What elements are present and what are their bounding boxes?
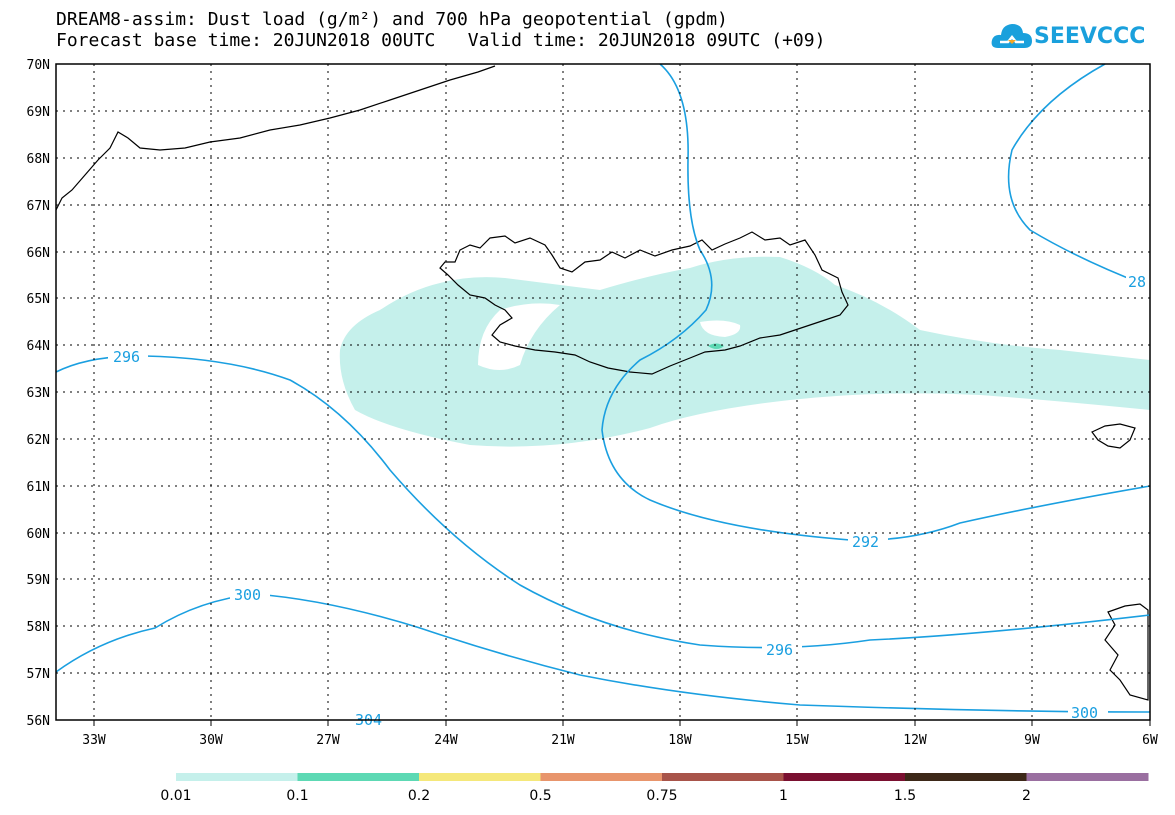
- legend-swatch: [662, 773, 784, 781]
- lat-label: 56N: [27, 714, 50, 729]
- legend-swatch: [176, 773, 298, 781]
- lat-label: 63N: [27, 386, 50, 401]
- coastlines: [55, 65, 1149, 701]
- contour-label-bg: [848, 532, 888, 550]
- contour-label-bg: [762, 640, 802, 658]
- lat-label: 65N: [27, 292, 50, 307]
- lon-label: 6W: [1142, 733, 1158, 748]
- contour-label-bg: [1068, 703, 1108, 721]
- lon-label: 27W: [316, 733, 340, 748]
- geopotential-contours: [55, 63, 1151, 713]
- legend-swatch: [1026, 773, 1149, 781]
- legend-swatch: [783, 773, 906, 781]
- lat-label: 68N: [27, 152, 50, 167]
- dust-legend: 0.01 0.1 0.2 0.5 0.75 1 1.5 2: [160, 773, 1149, 804]
- lon-label: 15W: [785, 733, 809, 748]
- lon-label: 9W: [1024, 733, 1040, 748]
- contour-label-bg: [230, 585, 270, 603]
- legend-swatch: [419, 773, 541, 781]
- contour-300: [55, 593, 1151, 713]
- lat-label: 69N: [27, 105, 50, 120]
- dust-region-main: [339, 256, 1151, 447]
- lat-label: 64N: [27, 339, 50, 354]
- lat-label: 70N: [27, 58, 50, 73]
- contour-label: 296: [766, 641, 793, 659]
- legend-label: 0.01: [160, 788, 191, 804]
- dust-high-spot: [708, 343, 724, 349]
- lat-label: 61N: [27, 480, 50, 495]
- contour-label: 300: [1071, 704, 1098, 722]
- lat-label: 62N: [27, 433, 50, 448]
- lat-label: 67N: [27, 199, 50, 214]
- legend-label: 1: [779, 788, 788, 804]
- lon-label: 12W: [903, 733, 927, 748]
- contour-292: [601, 63, 1151, 541]
- legend-label: 0.5: [529, 788, 551, 804]
- lon-labels: 33W 30W 27W 24W 21W 18W 15W 12W 9W 6W: [82, 733, 1158, 748]
- legend-label: 0.75: [646, 788, 677, 804]
- map-frame: [55, 63, 1151, 721]
- greenland-coast: [55, 65, 496, 211]
- lat-label: 60N: [27, 527, 50, 542]
- legend-label: 0.1: [286, 788, 308, 804]
- scotland-coast: [1104, 603, 1149, 701]
- legend-swatch: [297, 773, 420, 781]
- legend-swatch: [540, 773, 663, 781]
- seevccc-logo: SEEVCCC: [990, 18, 1170, 58]
- dust-area: [339, 256, 1151, 447]
- contour-labels: 296 292 28 300 296 300 304: [108, 272, 1150, 729]
- chart-title: DREAM8-assim: Dust load (g/m²) and 700 h…: [56, 9, 728, 30]
- iceland-coast: [439, 231, 849, 375]
- contour-label-bg: [1126, 272, 1150, 290]
- axis-ticks: [93, 720, 1151, 726]
- contour-label: 296: [113, 348, 140, 366]
- logo-text: SEEVCCC: [1034, 24, 1146, 49]
- gridlines: [56, 64, 1150, 720]
- contour-label-bg: [108, 347, 148, 365]
- cloud-icon: [991, 24, 1032, 48]
- lon-label: 18W: [668, 733, 692, 748]
- lon-label: 33W: [82, 733, 106, 748]
- contour-288: [1007, 63, 1149, 287]
- lat-label: 59N: [27, 573, 50, 588]
- lon-label: 30W: [199, 733, 223, 748]
- contour-label: 28: [1128, 273, 1146, 291]
- lat-label: 57N: [27, 667, 50, 682]
- legend-label: 2: [1022, 788, 1031, 804]
- legend-label: 0.2: [408, 788, 430, 804]
- legend-label: 1.5: [894, 788, 916, 804]
- contour-label: 300: [234, 586, 261, 604]
- lon-label: 21W: [551, 733, 575, 748]
- dust-gap-inner: [700, 320, 741, 337]
- lat-label: 58N: [27, 620, 50, 635]
- faroe-coast: [1091, 423, 1136, 449]
- legend-swatch: [905, 773, 1027, 781]
- forecast-time-subtitle: Forecast base time: 20JUN2018 00UTC Vali…: [56, 30, 826, 51]
- lon-label: 24W: [434, 733, 458, 748]
- dust-gap: [478, 303, 560, 370]
- contour-label: 292: [852, 533, 879, 551]
- lat-labels: 70N 69N 68N 67N 66N 65N 64N 63N 62N 61N …: [27, 58, 50, 729]
- contour-296: [55, 355, 1151, 649]
- lat-label: 66N: [27, 246, 50, 261]
